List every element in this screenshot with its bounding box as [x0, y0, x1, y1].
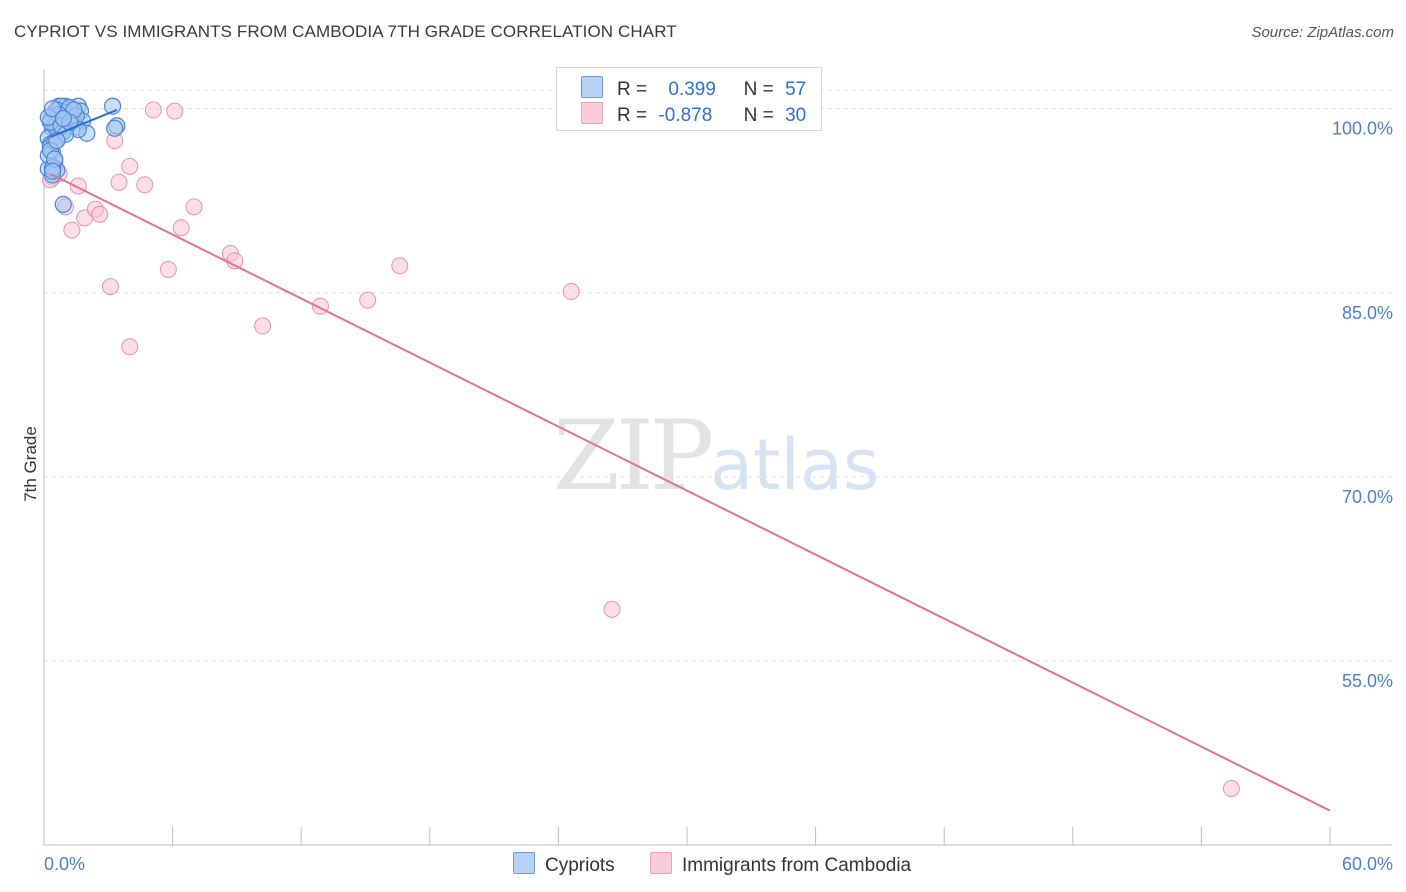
- cambodia-point: [91, 205, 109, 223]
- bottom-legend-label: Immigrants from Cambodia: [682, 855, 912, 876]
- cambodia-point: [562, 283, 580, 301]
- correlation-legend: R = 0.399 N = 57 R = -0.878 N = 30: [556, 67, 822, 131]
- cambodia-point: [359, 291, 377, 309]
- cambodia-point: [121, 338, 139, 356]
- cambodia-point: [69, 177, 87, 195]
- cypriots-swatch: [513, 852, 535, 874]
- cypriot-point: [43, 162, 62, 180]
- cambodia-points: [41, 101, 1240, 798]
- cambodia-point: [144, 101, 162, 119]
- chart-title: CYPRIOT VS IMMIGRANTS FROM CAMBODIA 7TH …: [14, 22, 677, 41]
- watermark-zip: ZIP: [553, 400, 714, 512]
- cypriot-point: [43, 100, 62, 118]
- cambodia-swatch: [581, 102, 603, 124]
- bottom-legend-cypriots: Cypriots: [513, 852, 615, 877]
- watermark: ZIPatlas: [553, 400, 879, 512]
- y-tick-label: 85.0%: [1342, 303, 1393, 323]
- cambodia-point: [63, 221, 81, 239]
- cambodia-point: [101, 278, 119, 296]
- cypriot-point: [106, 119, 124, 137]
- bottom-legend-cambodia: Immigrants from Cambodia: [650, 852, 911, 877]
- legend-row-cambodia: R = -0.878 N = 30: [581, 102, 806, 128]
- cambodia-point: [603, 600, 621, 618]
- legend-n-value: 30: [785, 105, 807, 126]
- cambodia-point: [185, 198, 203, 216]
- cambodia-point: [254, 317, 272, 335]
- cypriot-points: [39, 97, 126, 214]
- legend-n-value: 57: [785, 79, 807, 100]
- legend-r-value: -0.878: [658, 105, 713, 126]
- tick-labels: 100.0% 85.0% 70.0% 55.0% 0.0% 60.0%: [44, 119, 1393, 874]
- legend-r-label: R =: [617, 105, 648, 126]
- cambodia-point: [166, 102, 184, 120]
- cambodia-point: [391, 257, 409, 275]
- cambodia-point: [159, 260, 177, 278]
- y-axis-label: 7th Grade: [21, 426, 40, 502]
- y-tick-label: 70.0%: [1342, 487, 1393, 507]
- grid-lines: [44, 89, 1392, 662]
- y-tick-label: 100.0%: [1332, 119, 1393, 139]
- cambodia-swatch: [650, 852, 672, 874]
- legend-n-label: N =: [743, 79, 774, 100]
- bottom-legend-label: Cypriots: [545, 855, 615, 876]
- legend-r-value: 0.399: [668, 79, 716, 100]
- x-tick-label: 0.0%: [44, 854, 85, 874]
- source-label: Source: ZipAtlas.com: [1251, 24, 1394, 41]
- cambodia-trend-line: [49, 172, 1331, 812]
- cambodia-point: [121, 157, 139, 175]
- cypriot-trend-line: [50, 108, 118, 138]
- watermark-atlas: atlas: [710, 424, 880, 506]
- trend-lines: [49, 108, 1331, 812]
- y-tick-label: 55.0%: [1342, 671, 1393, 691]
- legend-row-cypriots: R = 0.399 N = 57: [581, 76, 806, 102]
- cypriots-swatch: [581, 76, 603, 98]
- legend-n-label: N =: [743, 105, 774, 126]
- x-tick-label: 60.0%: [1342, 854, 1393, 874]
- axes: [43, 70, 1392, 846]
- cambodia-point: [1222, 780, 1240, 798]
- cambodia-point: [136, 176, 154, 194]
- cambodia-point: [172, 219, 190, 237]
- cypriot-point: [54, 195, 72, 214]
- cambodia-point: [110, 173, 128, 191]
- cypriot-point: [54, 109, 72, 128]
- legend-r-label: R =: [617, 79, 648, 100]
